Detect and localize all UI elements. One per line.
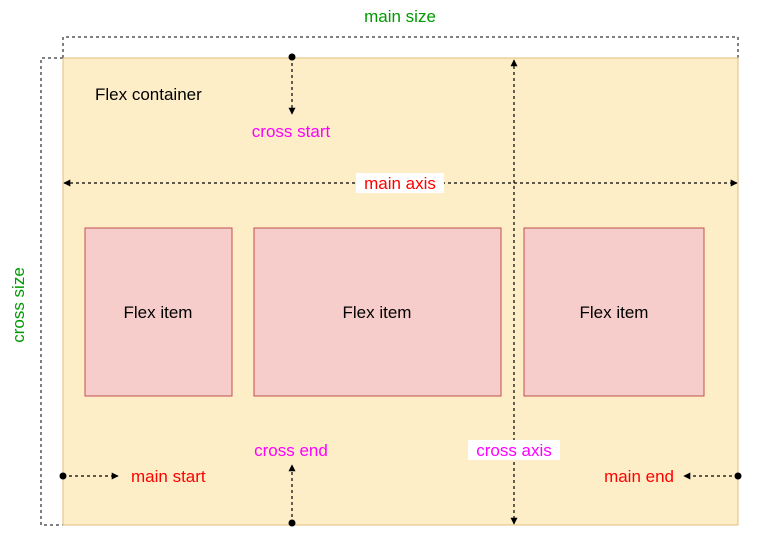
- flex-item-label: Flex item: [343, 303, 412, 322]
- flex-item-box: [253, 227, 502, 397]
- main-axis-label-bg: [356, 173, 444, 193]
- flex-item-label: Flex item: [580, 303, 649, 322]
- cross-start-label: cross start: [252, 122, 331, 141]
- cross-size-bracket: [40, 57, 63, 526]
- main-size-bracket: [62, 36, 739, 58]
- flex-item-box: [523, 227, 705, 397]
- cross-end-label: cross end: [254, 441, 328, 460]
- flex-container-label: Flex container: [95, 85, 202, 104]
- flex-item-label: Flex item: [124, 303, 193, 322]
- cross-axis-label: cross axis: [476, 441, 552, 460]
- cross-size-label: cross size: [9, 267, 28, 343]
- main-end-label: main end: [604, 467, 674, 486]
- flex-item-box: [84, 227, 233, 397]
- main-start-label: main start: [131, 467, 206, 486]
- main-axis-label: main axis: [364, 174, 436, 193]
- cross-axis-label-bg: [468, 440, 560, 460]
- main-size-label: main size: [364, 7, 436, 26]
